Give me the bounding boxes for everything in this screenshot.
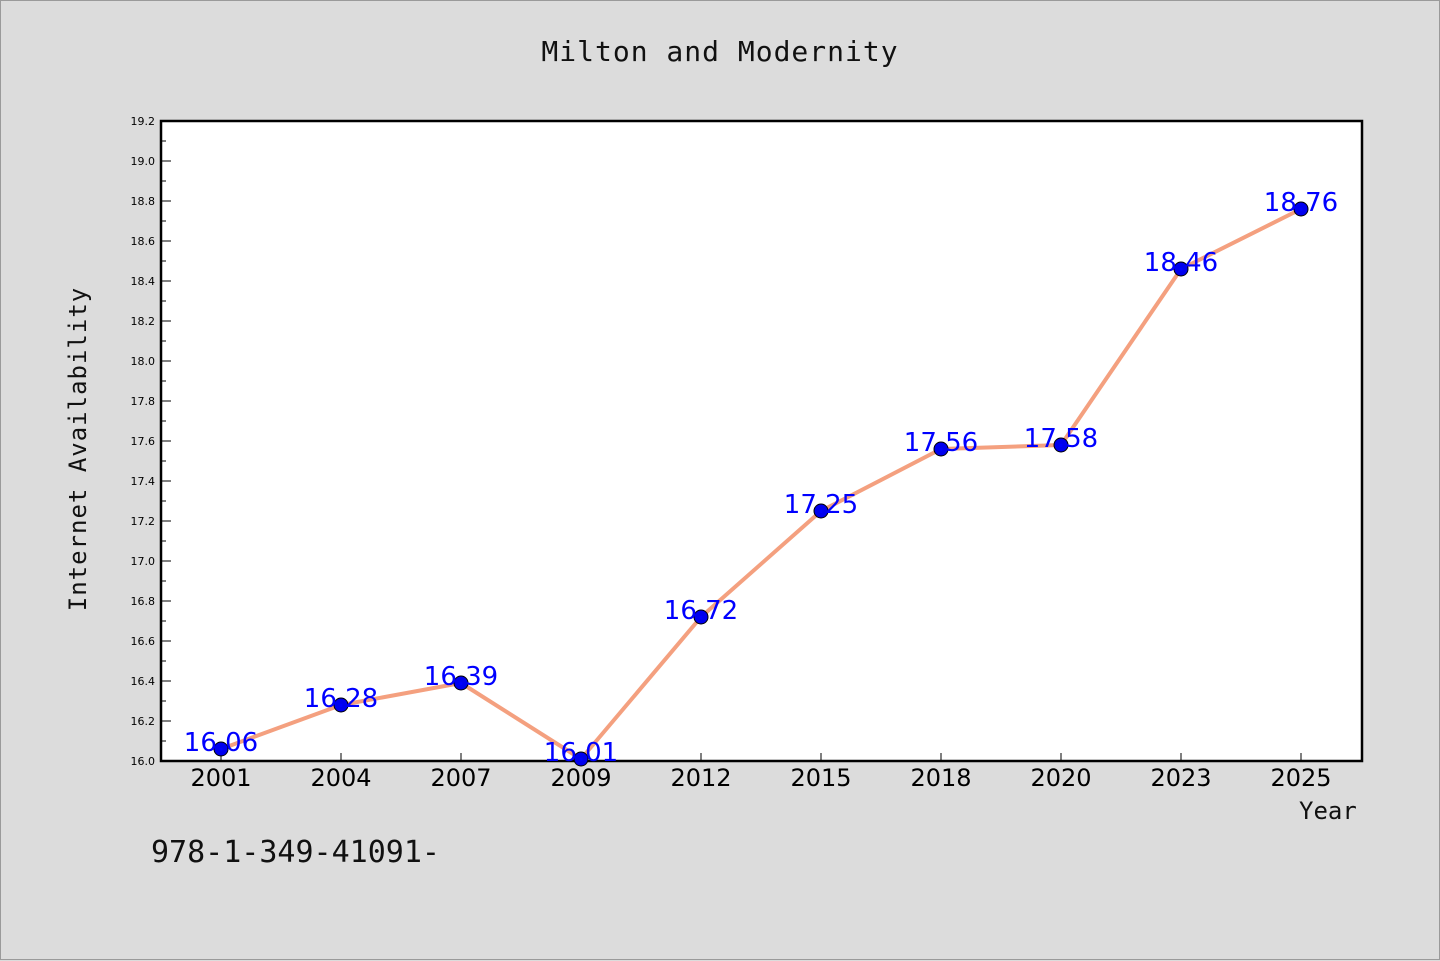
x-tick-label: 2004 [310, 764, 371, 792]
y-tick-label: 16.6 [131, 635, 156, 648]
data-point [693, 609, 709, 625]
data-point [333, 697, 349, 713]
x-tick-label: 2012 [670, 764, 731, 792]
y-axis-ticks: 16.0 16.2 16.4 16.6 16.8 17.0 17.2 17.4 17.6 17.8… [131, 115, 171, 768]
series-markers [213, 201, 1309, 767]
y-tick-label: 19.2 [131, 115, 156, 128]
y-tick-label: 18.2 [131, 315, 156, 328]
y-tick-label: 16.4 [131, 675, 156, 688]
data-label: 16.28 [304, 684, 378, 714]
data-label: 16.06 [184, 728, 258, 758]
data-label: 17.25 [784, 490, 858, 520]
x-axis-label: Year [1299, 797, 1357, 825]
y-tick-label: 17.0 [131, 555, 156, 568]
data-point [1053, 437, 1069, 453]
y-tick-label: 17.4 [131, 475, 156, 488]
y-tick-label: 18.4 [131, 275, 156, 288]
data-point [1293, 201, 1309, 217]
x-tick-label: 2025 [1270, 764, 1331, 792]
x-tick-label: 2020 [1030, 764, 1091, 792]
data-label: 18.46 [1144, 248, 1218, 278]
y-tick-label: 17.8 [131, 395, 156, 408]
data-label: 16.72 [664, 596, 738, 626]
x-axis-ticks: 2001 2004 2007 2009 2012 2015 2018 2020 2023 2025 [190, 753, 1332, 792]
y-tick-label: 19.0 [131, 155, 156, 168]
series-line [220, 207, 1302, 761]
data-point [453, 675, 469, 691]
data-label: 16.01 [544, 738, 618, 768]
data-point [1173, 261, 1189, 277]
series-polyline [220, 207, 1302, 761]
x-tick-label: 2001 [190, 764, 251, 792]
y-tick-label: 16.0 [131, 755, 156, 768]
y-tick-label: 17.6 [131, 435, 156, 448]
data-point [813, 503, 829, 519]
data-label: 16.39 [424, 662, 498, 692]
x-tick-label: 2015 [790, 764, 851, 792]
plot-area [159, 119, 1364, 763]
y-tick-label: 18.6 [131, 235, 156, 248]
data-label: 17.58 [1024, 424, 1098, 454]
y-tick-label: 17.2 [131, 515, 156, 528]
chart-title: Milton and Modernity [541, 35, 899, 68]
data-point [213, 741, 229, 757]
data-label: 17.56 [904, 428, 978, 458]
x-tick-label: 2007 [430, 764, 491, 792]
y-tick-label: 16.2 [131, 715, 156, 728]
data-point [573, 751, 589, 767]
data-label: 18.76 [1264, 188, 1338, 218]
x-tick-label: 2023 [1150, 764, 1211, 792]
data-point [933, 441, 949, 457]
data-labels: 16.06 16.28 16.39 16.01 16.72 17.25 17.56 17.58… [184, 188, 1338, 768]
x-tick-label: 2009 [550, 764, 611, 792]
isbn-text: 978-1-349-41091- [151, 835, 440, 870]
y-tick-label: 16.8 [131, 595, 156, 608]
y-tick-label: 18.0 [131, 355, 156, 368]
y-tick-label: 18.8 [131, 195, 156, 208]
x-tick-label: 2018 [910, 764, 971, 792]
